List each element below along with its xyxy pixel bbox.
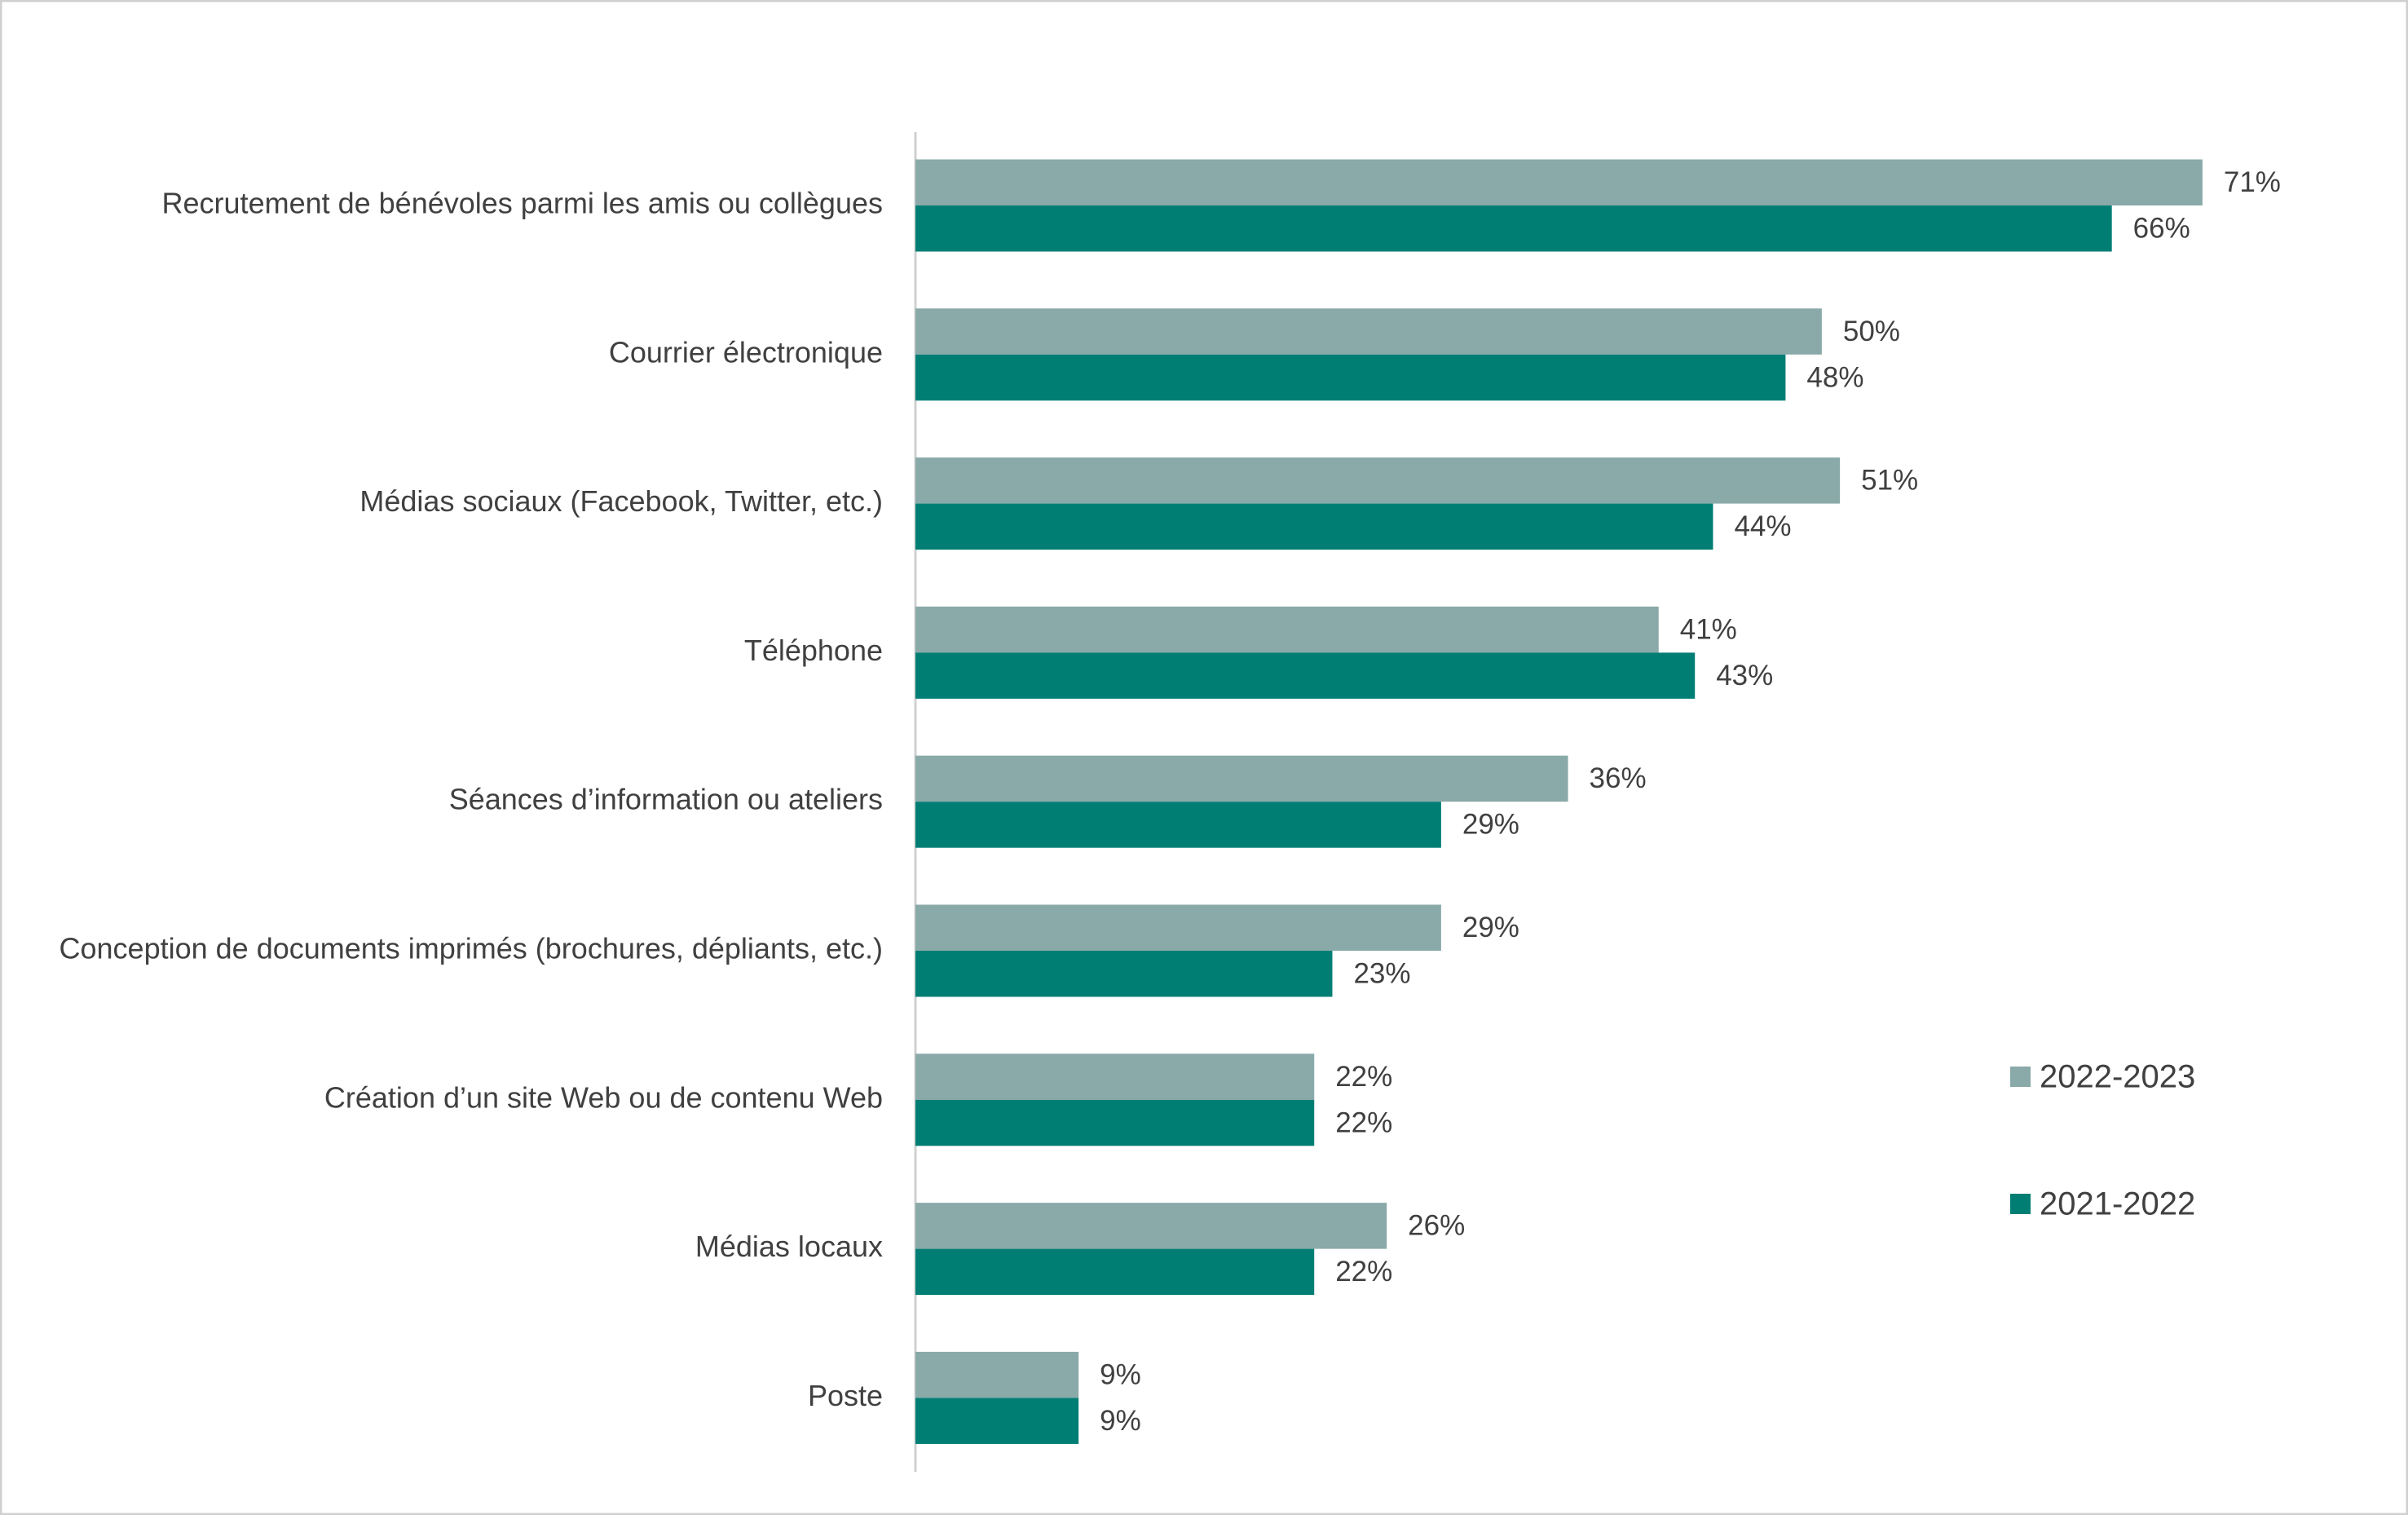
category-label: Conception de documents imprimés (brochu… [60, 932, 883, 965]
category-label: Création d’un site Web ou de contenu Web [324, 1080, 883, 1114]
bar [915, 652, 1696, 699]
bar [915, 1248, 1315, 1296]
value-label: 43% [1716, 660, 1773, 691]
category-label: Médias locaux [695, 1230, 883, 1263]
value-label: 41% [1680, 613, 1737, 645]
value-label: 26% [1408, 1210, 1465, 1242]
legend-swatch [2010, 1067, 2031, 1087]
value-label: 23% [1353, 958, 1410, 990]
value-label: 29% [1462, 912, 1519, 943]
value-label: 29% [1462, 809, 1519, 841]
category-label: Poste [808, 1379, 883, 1412]
value-label: 71% [2224, 166, 2281, 198]
category-label: Recrutement de bénévoles parmi les amis … [162, 187, 883, 220]
category-label: Téléphone [744, 634, 883, 667]
legend-swatch [2010, 1194, 2031, 1214]
bar [915, 1099, 1315, 1146]
value-label: 44% [1734, 510, 1791, 542]
category-label: Séances d’information ou ateliers [449, 783, 883, 816]
bar [915, 1351, 1079, 1398]
value-label: 22% [1335, 1106, 1392, 1138]
value-label: 9% [1100, 1358, 1141, 1390]
value-label: 22% [1335, 1256, 1392, 1288]
value-label: 36% [1590, 762, 1647, 794]
value-label: 9% [1100, 1405, 1141, 1437]
bar [915, 606, 1659, 653]
bar [915, 205, 2112, 252]
value-label: 51% [1861, 465, 1918, 497]
value-label: 66% [2133, 213, 2190, 245]
value-label: 48% [1806, 361, 1863, 393]
bar [915, 1398, 1079, 1444]
bar [915, 308, 1822, 355]
bar [915, 1053, 1315, 1100]
bar [915, 1203, 1387, 1249]
category-label: Courrier électronique [609, 335, 883, 369]
legend-label: 2022-2023 [2040, 1059, 2195, 1095]
value-label: 50% [1843, 316, 1900, 347]
bar [915, 802, 1441, 848]
value-label: 22% [1335, 1061, 1392, 1093]
bar [915, 904, 1441, 951]
bar [915, 457, 1841, 504]
bar [915, 951, 1333, 997]
bar [915, 755, 1568, 802]
bar [915, 354, 1786, 401]
legend-label: 2021-2022 [2040, 1186, 2195, 1222]
category-label: Médias sociaux (Facebook, Twitter, etc.) [359, 484, 883, 518]
bar [915, 503, 1713, 550]
bar [915, 159, 2203, 205]
